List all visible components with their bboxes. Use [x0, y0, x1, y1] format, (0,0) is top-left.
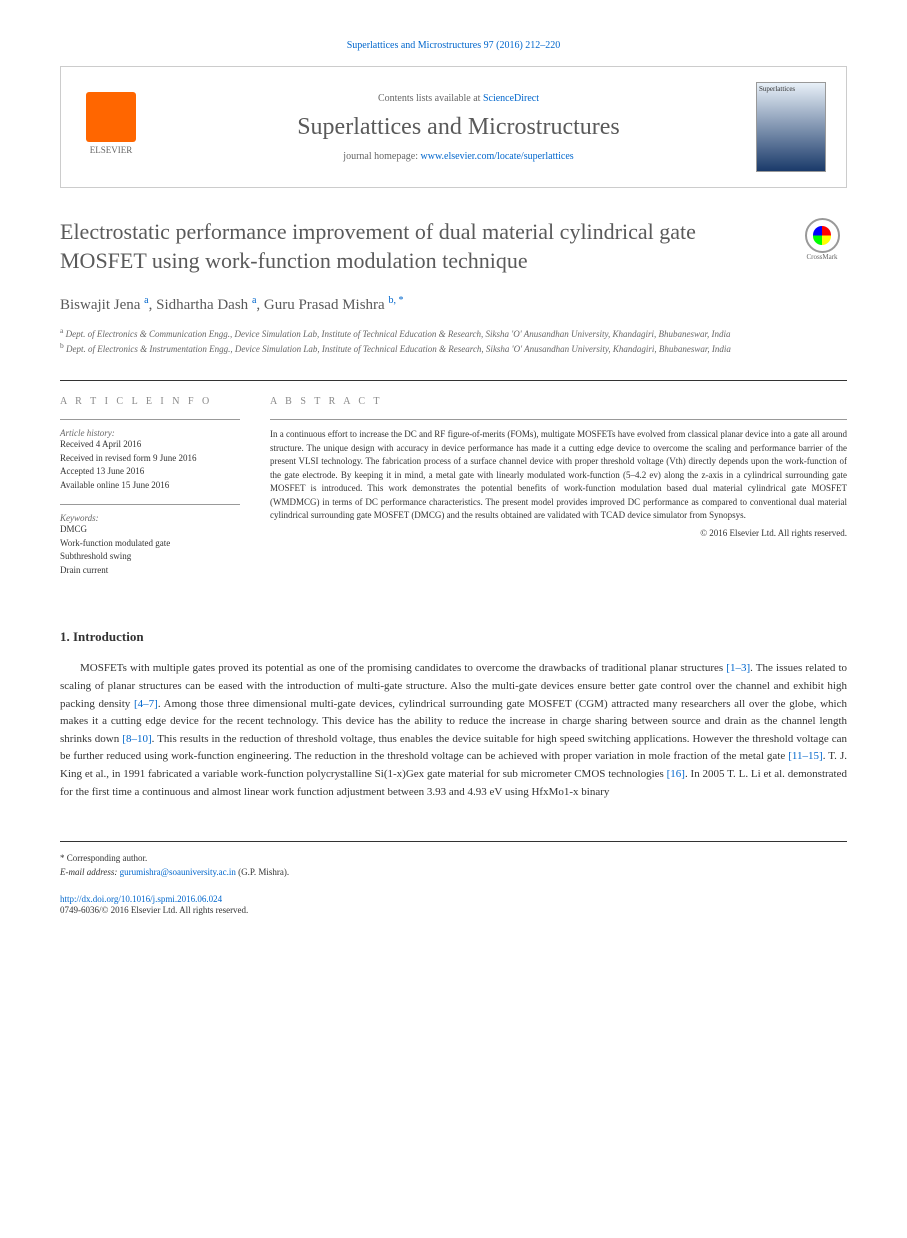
ref-link-2[interactable]: [4–7] — [134, 698, 158, 710]
abstract-column: A B S T R A C T In a continuous effort t… — [270, 396, 847, 589]
intro-heading: 1. Introduction — [60, 629, 847, 645]
affiliations: a Dept. of Electronics & Communication E… — [60, 326, 847, 355]
online-date: Available online 15 June 2016 — [60, 479, 240, 493]
abstract-copyright: © 2016 Elsevier Ltd. All rights reserved… — [270, 528, 847, 538]
corresponding-author: * Corresponding author. — [60, 852, 847, 866]
email-link[interactable]: gurumishra@soauniversity.ac.in — [120, 867, 236, 877]
keyword-1: DMCG — [60, 523, 240, 537]
received-date: Received 4 April 2016 — [60, 438, 240, 452]
elsevier-tree-icon — [86, 92, 136, 142]
header-citation: Superlattices and Microstructures 97 (20… — [60, 40, 847, 51]
ref-link-5[interactable]: [16] — [667, 768, 685, 780]
journal-name: Superlattices and Microstructures — [161, 114, 756, 141]
revised-date: Received in revised form 9 June 2016 — [60, 452, 240, 466]
journal-cover-thumbnail: Superlattices — [756, 82, 826, 172]
intro-text-4: . This results in the reduction of thres… — [60, 733, 847, 763]
info-abstract-row: A R T I C L E I N F O Article history: R… — [60, 380, 847, 589]
doi-line: http://dx.doi.org/10.1016/j.spmi.2016.06… — [60, 894, 847, 904]
history-label: Article history: — [60, 428, 240, 438]
title-row: Electrostatic performance improvement of… — [60, 218, 847, 275]
issn-copyright: 0749-6036/© 2016 Elsevier Ltd. All right… — [60, 904, 847, 918]
crossmark-label: CrossMark — [806, 253, 837, 261]
homepage-link[interactable]: www.elsevier.com/locate/superlattices — [421, 151, 574, 162]
authors-line: Biswajit Jena a, Sidhartha Dash a, Guru … — [60, 295, 847, 314]
abstract-text: In a continuous effort to increase the D… — [270, 428, 847, 523]
article-info-column: A R T I C L E I N F O Article history: R… — [60, 396, 240, 589]
keywords-label: Keywords: — [60, 513, 240, 523]
email-suffix: (G.P. Mishra). — [236, 867, 289, 877]
keywords-section: Keywords: DMCG Work-function modulated g… — [60, 504, 240, 577]
article-info-heading: A R T I C L E I N F O — [60, 396, 240, 407]
homepage-line: journal homepage: www.elsevier.com/locat… — [161, 151, 756, 162]
ref-link-3[interactable]: [8–10] — [122, 733, 151, 745]
intro-text-1: MOSFETs with multiple gates proved its p… — [80, 662, 726, 674]
contents-prefix: Contents lists available at — [378, 93, 483, 104]
cover-title: Superlattices — [757, 83, 825, 95]
contents-line: Contents lists available at ScienceDirec… — [161, 93, 756, 104]
elsevier-logo: ELSEVIER — [81, 92, 141, 162]
elsevier-label: ELSEVIER — [90, 145, 133, 155]
email-line: E-mail address: gurumishra@soauniversity… — [60, 866, 847, 880]
abstract-body: In a continuous effort to increase the D… — [270, 419, 847, 538]
crossmark-badge[interactable]: CrossMark — [797, 218, 847, 268]
ref-link-1[interactable]: [1–3] — [726, 662, 750, 674]
intro-paragraph: MOSFETs with multiple gates proved its p… — [60, 660, 847, 801]
crossmark-icon — [805, 218, 840, 253]
journal-header: ELSEVIER Contents lists available at Sci… — [60, 66, 847, 188]
affiliation-b: b Dept. of Electronics & Instrumentation… — [60, 341, 847, 356]
accepted-date: Accepted 13 June 2016 — [60, 465, 240, 479]
author-1: Biswajit Jena — [60, 297, 144, 313]
abstract-heading: A B S T R A C T — [270, 396, 847, 407]
sciencedirect-link[interactable]: ScienceDirect — [483, 93, 539, 104]
article-history: Article history: Received 4 April 2016 R… — [60, 419, 240, 492]
affiliation-a: a Dept. of Electronics & Communication E… — [60, 326, 847, 341]
article-title: Electrostatic performance improvement of… — [60, 218, 777, 275]
header-center: Contents lists available at ScienceDirec… — [161, 93, 756, 162]
author-sep-1: , Sidhartha Dash — [149, 297, 252, 313]
keyword-4: Drain current — [60, 564, 240, 578]
homepage-prefix: journal homepage: — [343, 151, 420, 162]
keyword-2: Work-function modulated gate — [60, 537, 240, 551]
page-footer: * Corresponding author. E-mail address: … — [60, 841, 847, 918]
author-3-aff: b, * — [388, 295, 403, 306]
doi-link[interactable]: http://dx.doi.org/10.1016/j.spmi.2016.06… — [60, 894, 222, 904]
author-sep-2: , Guru Prasad Mishra — [256, 297, 388, 313]
ref-link-4[interactable]: [11–15] — [788, 750, 822, 762]
keyword-3: Subthreshold swing — [60, 550, 240, 564]
email-label: E-mail address: — [60, 867, 120, 877]
